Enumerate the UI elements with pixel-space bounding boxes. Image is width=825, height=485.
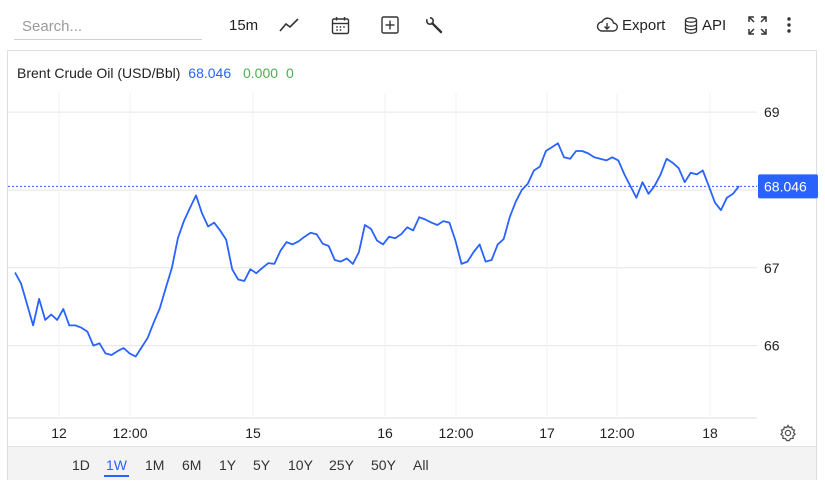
range-button-1d[interactable]: 1D (72, 457, 90, 473)
interval-selector[interactable]: 15m (229, 12, 258, 38)
y-tick-label: 67 (764, 260, 780, 276)
range-button-all[interactable]: All (413, 457, 429, 473)
range-button-50y[interactable]: 50Y (371, 457, 396, 473)
y-tick-label: 69 (764, 104, 780, 120)
wrench-icon[interactable] (425, 12, 443, 38)
x-tick-label: 18 (702, 425, 718, 441)
last-price-tag: 68.046 (758, 174, 818, 199)
cloud-download-icon (596, 17, 618, 32)
range-selector: 1D 1W 1M 6M 1Y 5Y 10Y 25Y 50Y All (8, 446, 816, 480)
chart-settings-gear-icon[interactable] (778, 423, 798, 443)
toolbar: 15m Export API (0, 0, 825, 50)
last-price-tag-label: 68.046 (764, 178, 807, 194)
y-axis-ticks: 66 67 69 (764, 104, 780, 353)
grid-lines (8, 93, 757, 419)
range-button-1m[interactable]: 1M (145, 457, 165, 473)
last-price-tag-bg (758, 174, 818, 199)
x-tick-label: 12 (51, 425, 67, 441)
price-line (14, 142, 740, 358)
range-button-1w[interactable]: 1W (104, 455, 129, 477)
x-tick-label: 17 (539, 425, 555, 441)
range-button-1y[interactable]: 1Y (219, 457, 237, 473)
x-tick-label: 12:00 (112, 425, 147, 441)
legend-change: 0.000 (243, 65, 279, 81)
search-input[interactable] (14, 14, 202, 40)
range-button-25y[interactable]: 25Y (329, 457, 354, 473)
x-tick-label: 15 (245, 425, 261, 441)
line-chart-icon[interactable] (279, 12, 299, 38)
export-button[interactable]: Export (596, 12, 665, 38)
range-button-5y[interactable]: 5Y (253, 457, 271, 473)
add-box-icon[interactable] (381, 12, 399, 38)
export-label: Export (622, 16, 666, 34)
legend-symbol-name: Brent Crude Oil (USD/Bbl) (17, 65, 181, 81)
range-button-6m[interactable]: 6M (182, 457, 202, 473)
fullscreen-icon[interactable] (748, 12, 767, 38)
x-tick-label: 12:00 (599, 425, 634, 441)
calendar-icon[interactable] (331, 12, 350, 38)
api-button[interactable]: API (684, 12, 726, 38)
range-button-10y[interactable]: 10Y (288, 457, 313, 473)
x-tick-label: 12:00 (438, 425, 473, 441)
more-vertical-icon[interactable] (786, 12, 792, 38)
x-axis-ticks: 12 12:00 15 16 12:00 17 12:00 18 (51, 425, 718, 441)
database-icon (684, 16, 698, 34)
chart-legend: Brent Crude Oil (USD/Bbl) 68.046 0.000 0 (17, 65, 294, 81)
interval-label: 15m (229, 16, 259, 34)
api-label: API (702, 16, 727, 34)
legend-change-pct: 0 (285, 65, 294, 81)
x-tick-label: 16 (377, 425, 393, 441)
legend-price: 68.046 (188, 65, 232, 81)
y-tick-label: 66 (764, 338, 780, 354)
